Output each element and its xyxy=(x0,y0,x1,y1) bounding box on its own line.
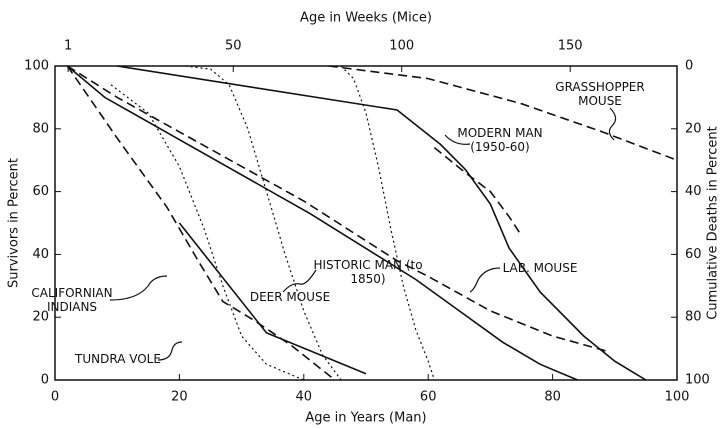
series-label: GRASSHOPPER MOUSE xyxy=(555,80,645,108)
y-tick-label: 60 xyxy=(32,184,49,199)
x-tick-label: 40 xyxy=(296,390,313,405)
series-line xyxy=(66,65,609,353)
y-tick-label: 100 xyxy=(24,59,49,74)
x-tick-label: 60 xyxy=(420,390,437,405)
series-line xyxy=(66,65,336,381)
series-label: TUNDRA VOLE xyxy=(75,352,161,366)
series-line xyxy=(178,222,367,375)
y2-tick-label: 100 xyxy=(685,373,710,388)
y-axis-label: Survivors in Percent xyxy=(7,158,22,288)
x-tick-label: 80 xyxy=(544,390,561,405)
series-line xyxy=(340,65,435,381)
series-line xyxy=(328,65,678,161)
leader xyxy=(469,267,501,293)
y-tick-label: 40 xyxy=(32,247,49,262)
x2-tick-label: 100 xyxy=(389,39,414,54)
x2-tick-label: 150 xyxy=(558,39,583,54)
series-line xyxy=(110,84,305,381)
y-tick-label: 0 xyxy=(41,373,49,388)
y2-tick-label: 60 xyxy=(685,247,702,262)
series-line xyxy=(117,65,647,381)
y2-tick-label: 0 xyxy=(685,59,693,74)
series-label: CALIFORNIAN INDIANS xyxy=(31,286,113,314)
series-label: MODERN MAN (1950-60) xyxy=(457,126,543,154)
x2-tick-label: 50 xyxy=(225,39,242,54)
y2-axis-label: Cumulative Deaths in Percent xyxy=(706,126,721,319)
x2-axis-label: Age in Weeks (Mice) xyxy=(300,11,432,26)
y-tick-label: 20 xyxy=(32,310,49,325)
series-line xyxy=(185,65,342,381)
leader xyxy=(282,269,317,293)
leader xyxy=(109,275,168,301)
leader xyxy=(444,134,471,145)
series-label: HISTORIC MAN (to 1850) xyxy=(313,258,423,286)
y2-tick-label: 80 xyxy=(685,310,702,325)
y2-tick-label: 20 xyxy=(685,121,702,136)
plot-frame xyxy=(54,65,678,381)
y-tick-label: 80 xyxy=(32,121,49,136)
leader xyxy=(608,107,617,141)
series-line xyxy=(433,146,523,237)
series-label: LAB. MOUSE xyxy=(502,261,578,275)
leaders xyxy=(109,107,617,361)
x2-tick-label: 1 xyxy=(64,39,72,54)
x-axis-label: Age in Years (Man) xyxy=(305,411,426,426)
y2-tick-label: 40 xyxy=(685,184,702,199)
series-label: DEER MOUSE xyxy=(249,290,331,304)
x-tick-label: 100 xyxy=(665,390,690,405)
leader xyxy=(157,341,183,361)
x-tick-label: 20 xyxy=(171,390,188,405)
series-line xyxy=(66,65,578,381)
x-tick-label: 0 xyxy=(51,390,59,405)
